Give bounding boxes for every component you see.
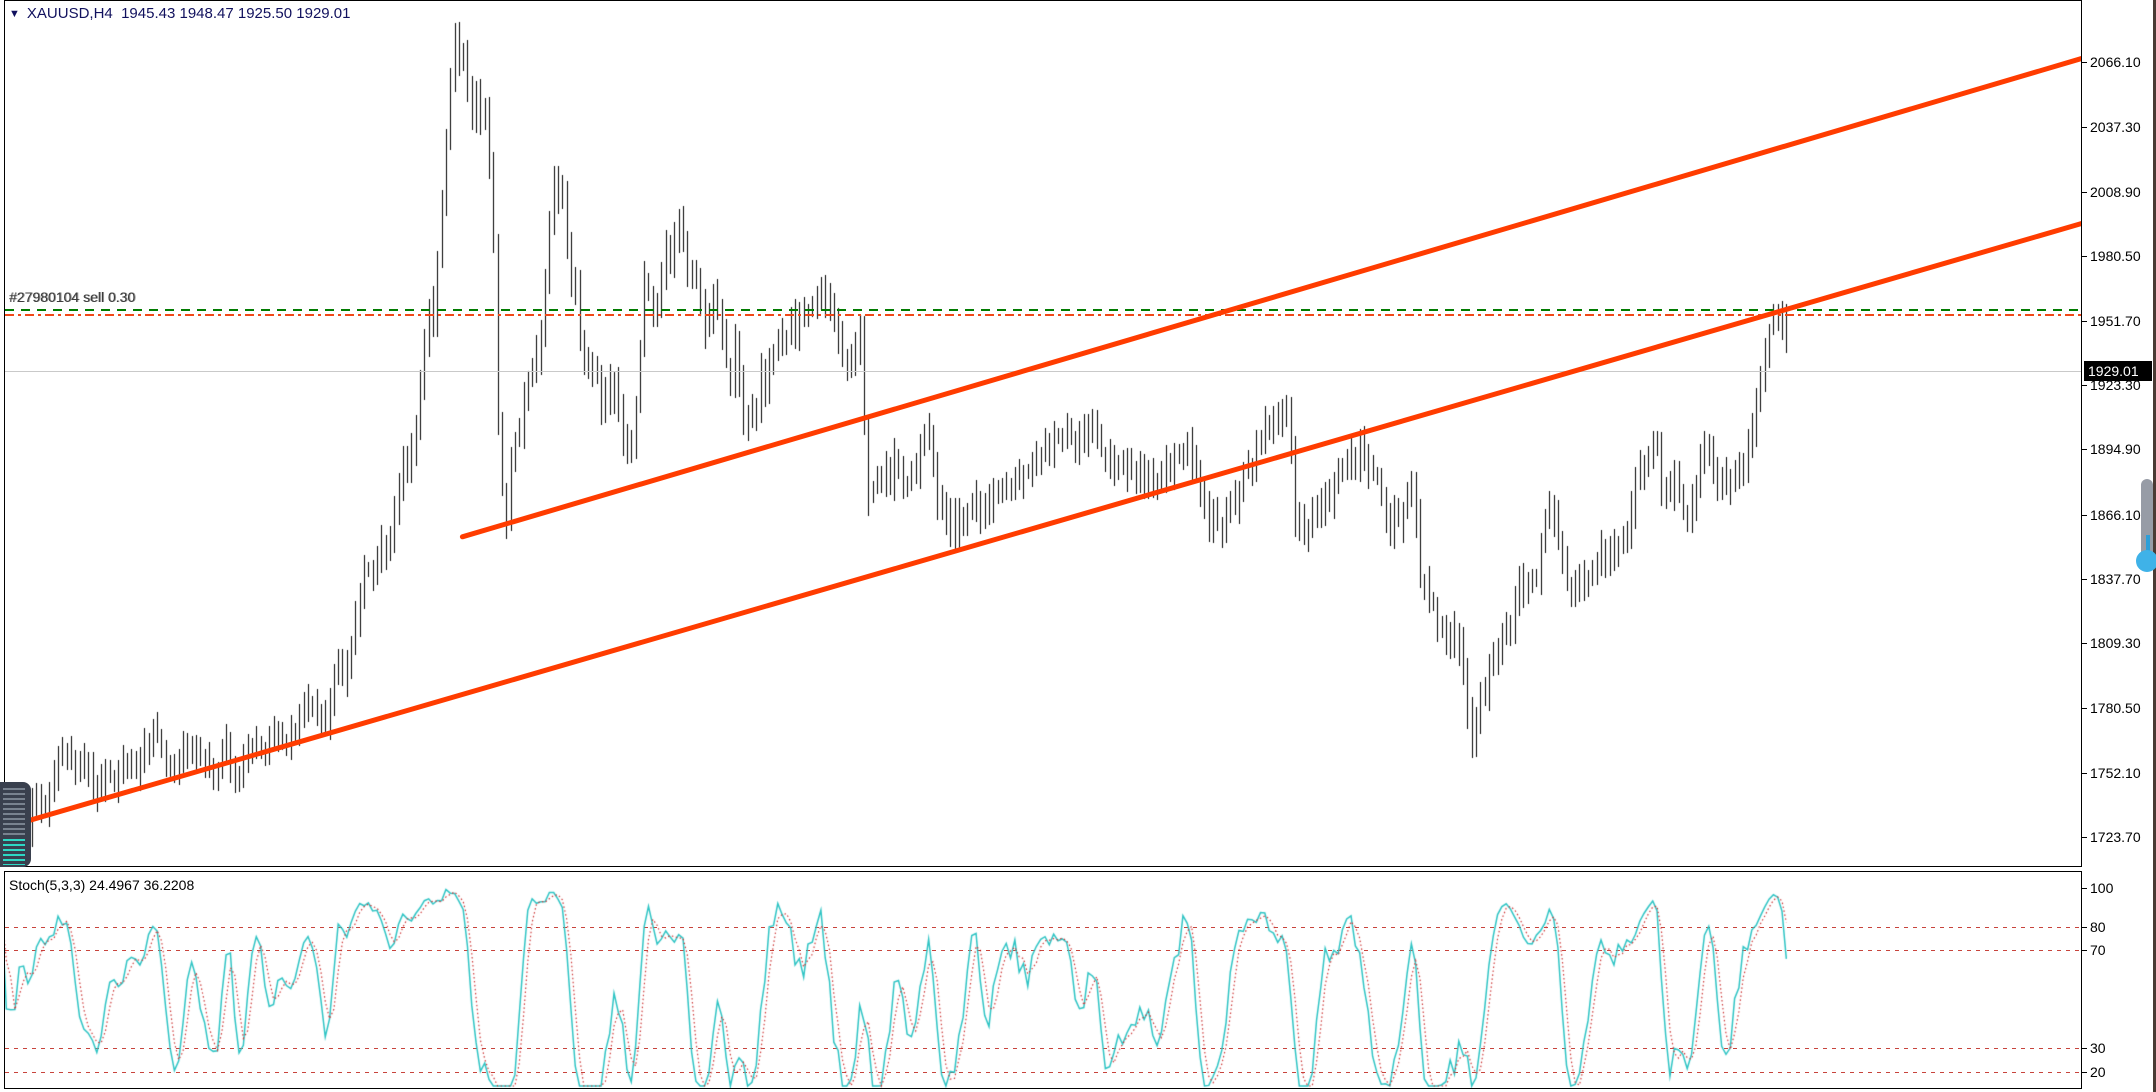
price-axis-label: 1980.50 <box>2090 248 2141 264</box>
order-line-sell[interactable] <box>5 314 2081 316</box>
price-axis-label: 1866.10 <box>2090 507 2141 523</box>
price-axis-tick <box>2082 62 2087 63</box>
stoch-axis-label: 70 <box>2090 942 2106 958</box>
order-line-green[interactable] <box>5 309 2081 311</box>
price-axis-tick <box>2082 837 2087 838</box>
price-axis-label: 2066.10 <box>2090 54 2141 70</box>
thermometer-bulb <box>2136 550 2156 572</box>
symbol-period-label: XAUUSD,H4 <box>26 5 113 22</box>
stochastic-indicator-label: Stoch(5,3,3) 24.4967 36.2208 <box>9 877 195 893</box>
stoch-axis-tick <box>2082 927 2087 928</box>
stochastic-canvas[interactable] <box>5 872 2081 1088</box>
corner-widget-teal-stripes <box>3 839 25 865</box>
price-bars-canvas[interactable] <box>5 1 2081 866</box>
stoch-axis-tick <box>2082 950 2087 951</box>
price-axis-label: 2008.90 <box>2090 184 2141 200</box>
stoch-axis-label: 100 <box>2090 880 2114 896</box>
chart-header: ▼ XAUUSD,H4 1945.43 1948.47 1925.50 1929.… <box>9 5 350 22</box>
stochastic-pane[interactable]: Stoch(5,3,3) 24.4967 36.2208 <box>4 871 2082 1089</box>
price-axis-tick <box>2082 708 2087 709</box>
price-axis-label: 1723.70 <box>2090 829 2141 845</box>
price-axis-label: 1809.30 <box>2090 635 2141 651</box>
price-axis-label: 1752.10 <box>2090 765 2141 781</box>
current-price-badge: 1929.01 <box>2084 361 2152 381</box>
stoch-axis-label: 30 <box>2090 1040 2106 1056</box>
order-ticket-label: #27980104 sell 0.30 <box>9 289 136 305</box>
price-axis-tick <box>2082 385 2087 386</box>
price-axis-tick <box>2082 515 2087 516</box>
price-axis-label: 1894.90 <box>2090 441 2141 457</box>
corner-overlay-widget[interactable] <box>0 782 31 867</box>
current-price-line <box>5 371 2081 372</box>
price-axis-label: 1837.70 <box>2090 571 2141 587</box>
thermometer-mercury-line <box>2146 535 2150 563</box>
stoch-axis-label: 80 <box>2090 919 2106 935</box>
price-axis-tick <box>2082 256 2087 257</box>
price-axis-tick <box>2082 321 2087 322</box>
price-axis-tick <box>2082 643 2087 644</box>
price-axis-tick <box>2082 127 2087 128</box>
price-axis-tick <box>2082 192 2087 193</box>
price-axis-label: 1923.30 <box>2090 377 2141 393</box>
price-axis-tick <box>2082 773 2087 774</box>
price-axis-tick <box>2082 579 2087 580</box>
price-axis-label: 1951.70 <box>2090 313 2141 329</box>
price-axis-label: 2037.30 <box>2090 119 2141 135</box>
price-axis-tick <box>2082 449 2087 450</box>
price-axis-label: 1780.50 <box>2090 700 2141 716</box>
screen-edge-strip <box>2153 0 2156 1092</box>
ohlc-values: 1945.43 1948.47 1925.50 1929.01 <box>121 5 351 22</box>
stoch-axis-tick <box>2082 888 2087 889</box>
stoch-axis-label: 20 <box>2090 1064 2106 1080</box>
thermometer-icon[interactable] <box>2141 479 2153 557</box>
symbol-dropdown-triangle-icon[interactable]: ▼ <box>9 8 20 20</box>
stoch-axis-tick <box>2082 1072 2087 1073</box>
stoch-axis-tick <box>2082 1048 2087 1049</box>
price-chart-pane[interactable]: ▼ XAUUSD,H4 1945.43 1948.47 1925.50 1929.… <box>4 0 2082 867</box>
corner-widget-ridges <box>3 788 25 837</box>
